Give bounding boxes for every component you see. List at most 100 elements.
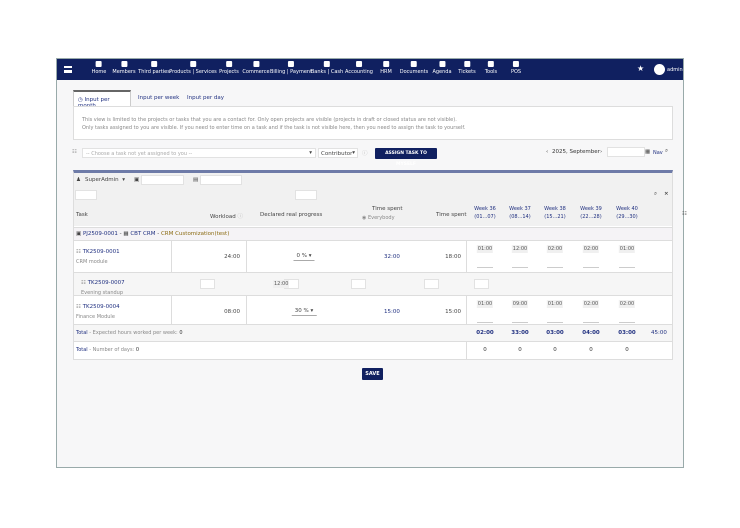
tab-input-per-day[interactable]: Input per day xyxy=(187,95,224,101)
header-week[interactable]: Week 37 (08...14) xyxy=(509,206,531,220)
bookmark-star-icon[interactable]: ★ xyxy=(637,64,645,73)
week-time-input[interactable] xyxy=(583,267,599,268)
task-ref-link[interactable]: ☷ TK2509-0004 xyxy=(76,304,120,310)
project-row xyxy=(74,227,672,241)
workload: 24:00 xyxy=(224,254,240,260)
time-spent-all[interactable]: 32:00 xyxy=(384,254,400,260)
week-total: 02:00 xyxy=(476,330,494,336)
project-icon: ▣ xyxy=(134,177,140,183)
header-week[interactable]: Week 38 (15...21) xyxy=(544,206,566,220)
nav-icon xyxy=(226,61,232,67)
week-time-input[interactable] xyxy=(619,322,635,323)
calendar-icon[interactable]: ▦ xyxy=(645,149,651,155)
grand-total: 45:00 xyxy=(651,330,667,336)
header-workload: Workload ⓘ xyxy=(210,214,243,220)
nav-item-products-services[interactable]: Products | Services xyxy=(169,61,217,75)
user-name[interactable]: admin xyxy=(667,67,683,73)
task-ref-link[interactable]: ☷ TK2509-0001 xyxy=(76,249,120,255)
nav-item-home[interactable]: Home xyxy=(92,61,106,75)
nav-item-pos[interactable]: POS xyxy=(511,61,521,75)
project-ref-link[interactable]: PJ2509-0001 xyxy=(82,231,118,237)
nav-item-commerce[interactable]: Commerce xyxy=(242,61,270,75)
week-time-input[interactable] xyxy=(477,322,493,323)
week-time-input[interactable] xyxy=(512,267,528,268)
avatar[interactable] xyxy=(654,64,665,75)
nav-icon xyxy=(189,61,196,67)
time-input[interactable] xyxy=(474,279,489,289)
info-box: This view is limited to the projects or … xyxy=(73,106,673,140)
week-time-input[interactable] xyxy=(583,322,599,323)
date-input[interactable] xyxy=(607,147,645,157)
task-filter-input[interactable] xyxy=(200,175,242,185)
header-time-spent: Time spent xyxy=(436,212,467,218)
nav-icon xyxy=(323,61,330,67)
header-week[interactable]: Week 39 (22...28) xyxy=(580,206,602,220)
time-input[interactable] xyxy=(424,279,439,289)
task-search-input[interactable] xyxy=(75,190,97,200)
task-select[interactable]: -- Choose a task not yet assigned to you… xyxy=(82,148,316,158)
project-filter-input[interactable] xyxy=(141,175,184,185)
time-input[interactable] xyxy=(351,279,366,289)
user-filter-select[interactable]: SuperAdmin ▾ xyxy=(85,177,125,183)
nav-item-agenda[interactable]: Agenda xyxy=(432,61,452,75)
week-time-input[interactable] xyxy=(512,322,528,323)
header-time-spent-all: Time spent xyxy=(372,206,403,212)
week-time: 02:00 xyxy=(618,300,636,308)
prev-month-icon[interactable]: ‹ xyxy=(546,149,549,155)
assign-task-button[interactable]: ASSIGN TASK TO MYSELF xyxy=(375,148,437,167)
progress-search-input[interactable] xyxy=(295,190,317,200)
nav-icon xyxy=(487,61,494,67)
columns-icon[interactable]: ☷ xyxy=(682,211,687,217)
nav-button[interactable]: Nav xyxy=(653,150,663,156)
week-total: 33:00 xyxy=(511,330,529,336)
search-icon[interactable]: ⌕ xyxy=(665,148,669,154)
week-time-input[interactable] xyxy=(547,322,563,323)
task-label: Finance Module xyxy=(76,314,115,320)
task-ref-link[interactable]: ☷ TK2509-0007 xyxy=(81,280,125,286)
menu-icon[interactable] xyxy=(64,66,72,73)
search-icon[interactable]: ⌕ xyxy=(654,191,658,197)
week-days: 0 xyxy=(553,347,557,353)
header-week[interactable]: Week 36 (01...07) xyxy=(474,206,496,220)
clear-filter-icon[interactable]: × xyxy=(664,191,669,197)
week-days: 0 xyxy=(518,347,522,353)
week-time-input[interactable] xyxy=(477,267,493,268)
nav-item-members[interactable]: Members xyxy=(112,61,136,75)
nav-icon xyxy=(464,61,470,67)
info-line: This view is limited to the projects or … xyxy=(82,117,457,123)
nav-item-documents[interactable]: Documents xyxy=(400,61,428,75)
time-spent: 18:00 xyxy=(445,254,461,260)
week-time: 01:00 xyxy=(476,300,494,308)
save-button[interactable]: SAVE xyxy=(362,368,383,380)
next-month-icon[interactable]: › xyxy=(600,149,603,155)
role-select[interactable]: Contributor ▾ xyxy=(318,148,358,158)
nav-icon xyxy=(355,61,362,67)
time-input[interactable] xyxy=(200,279,215,289)
tab-input-per-week[interactable]: Input per week xyxy=(138,95,180,101)
progress-select[interactable]: 30 % ▾ xyxy=(291,308,317,316)
nav-icon xyxy=(95,61,102,67)
nav-item-hrm[interactable]: HRM xyxy=(380,61,392,75)
project-line: ▣ PJ2509-0001 - ▦ CBT CRM - CRM Customiz… xyxy=(76,231,230,237)
week-time: 01:00 xyxy=(618,245,636,253)
task-label: Evening standup xyxy=(81,290,123,296)
nav-item-banks-cash[interactable]: Banks | Cash xyxy=(311,61,343,75)
week-time: 09:00 xyxy=(511,300,529,308)
week-time-input[interactable] xyxy=(547,267,563,268)
workload: 08:00 xyxy=(224,309,240,315)
week-time-input[interactable] xyxy=(619,267,635,268)
time-spent-all[interactable]: 15:00 xyxy=(384,309,400,315)
header-week[interactable]: Week 40 (29...30) xyxy=(616,206,638,220)
tab-input-per-month[interactable]: ◷ Input per month xyxy=(73,90,131,109)
nav-item-third-parties[interactable]: Third parties xyxy=(138,61,170,75)
nav-item-accounting[interactable]: Accounting xyxy=(345,61,373,75)
progress-select[interactable]: 0 % ▾ xyxy=(293,253,315,261)
nav-item-tickets[interactable]: Tickets xyxy=(458,61,476,75)
nav-item-tools[interactable]: Tools xyxy=(485,61,497,75)
total-days: Total - Number of days: 0 xyxy=(76,347,140,353)
header-everybody: ◉ Everybody xyxy=(362,215,395,221)
nav-item-billing-payment[interactable]: Billing | Payment xyxy=(270,61,312,75)
nav-item-projects[interactable]: Projects xyxy=(219,61,239,75)
week-time: 02:00 xyxy=(546,245,564,253)
client-link[interactable]: CBT CRM xyxy=(130,231,156,237)
